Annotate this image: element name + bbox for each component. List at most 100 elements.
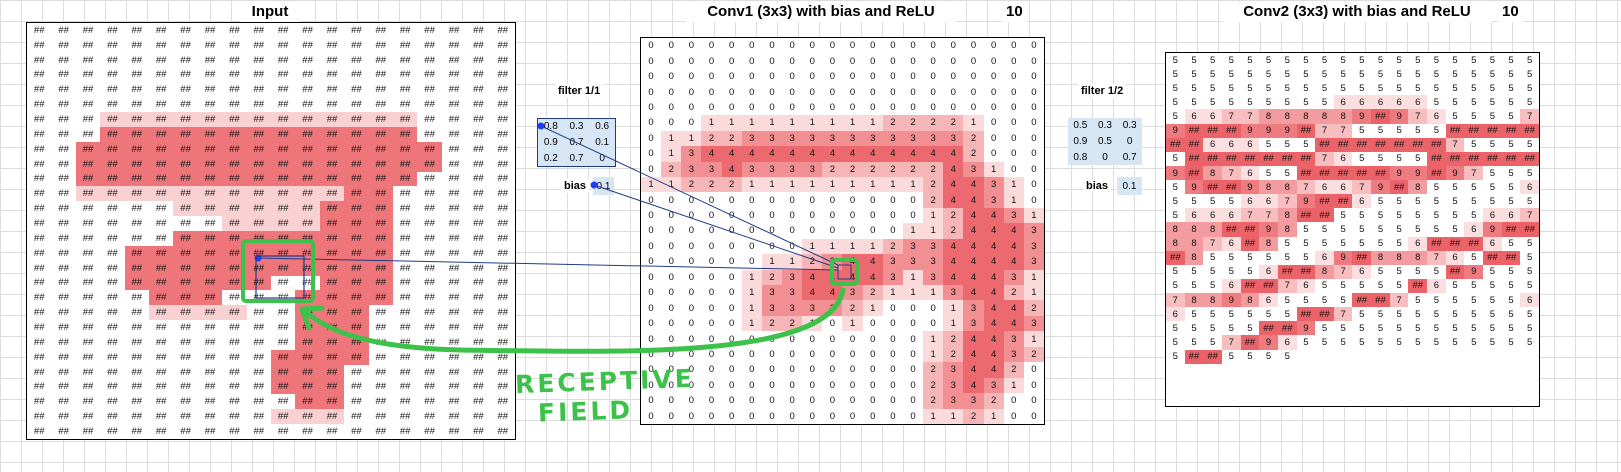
conv1-cell: 3 <box>963 161 984 177</box>
conv1-cell: 1 <box>782 254 803 270</box>
conv2-cell: 5 <box>1321 294 1328 306</box>
conv2-cell: 5 <box>1527 280 1533 292</box>
conv2-cell: 8 <box>1240 293 1260 308</box>
conv1-cell: 1 <box>741 176 762 193</box>
conv1-cell: 4 <box>963 346 984 363</box>
conv2-cell: 7 <box>1427 250 1446 265</box>
conv1-cell: 3 <box>882 254 903 270</box>
input-cell: ## <box>155 99 167 111</box>
input-cell: ## <box>497 173 509 185</box>
conv1-cell: 1 <box>782 176 803 193</box>
conv2-cell: 5 <box>1489 139 1496 151</box>
input-cell: ## <box>253 307 265 319</box>
filter2-value: 0 <box>1126 135 1133 147</box>
conv1-cell: 0 <box>708 333 715 345</box>
conv1-cell: 0 <box>1031 395 1037 407</box>
input-cell: ## <box>424 24 435 36</box>
conv1-cell: 0 <box>829 40 836 52</box>
conv1-cell: 1 <box>761 254 783 270</box>
conv1-cell: 0 <box>1011 86 1017 98</box>
input-cell: ## <box>497 39 509 51</box>
input-cell: ## <box>33 277 45 289</box>
input-cell: ## <box>344 305 369 321</box>
conv1-cell: 0 <box>849 364 856 376</box>
input-cell: ## <box>33 188 45 200</box>
conv1-cell: 4 <box>943 176 964 193</box>
input-cell: ## <box>229 84 240 96</box>
input-cell: ## <box>58 158 69 170</box>
conv2-cell: 5 <box>1415 153 1421 165</box>
conv1-cell: 0 <box>870 349 876 361</box>
conv1-cell: 4 <box>983 331 1004 347</box>
conv2-cell: 5 <box>1452 195 1458 207</box>
input-cell: ## <box>33 84 45 96</box>
conv1-cell: 0 <box>729 71 735 83</box>
input-cell: ## <box>448 322 460 334</box>
input-cell: ## <box>107 366 118 378</box>
input-cell: ## <box>173 290 198 306</box>
conv2-cell: 5 <box>1527 308 1533 320</box>
conv2-cell: 6 <box>1240 137 1260 152</box>
input-cell: ## <box>295 305 320 321</box>
conv1-cell: 0 <box>708 410 715 422</box>
conv2-cell: ## <box>1184 123 1204 138</box>
input-cell: ## <box>131 232 143 244</box>
conv1-cell: 4 <box>822 269 843 286</box>
conv1-cell: 0 <box>1031 148 1037 160</box>
input-cell: ## <box>82 262 94 274</box>
conv1-cell: 4 <box>822 146 843 162</box>
conv2-cell: 5 <box>1209 280 1216 292</box>
conv1-cell: 0 <box>849 379 856 391</box>
conv1-cell: 3 <box>802 161 823 177</box>
conv1-cell: 0 <box>688 55 695 67</box>
input-cell: ## <box>180 24 191 36</box>
conv2-cell: 6 <box>1315 250 1334 265</box>
input-cell: ## <box>33 411 45 423</box>
conv1-cell: 0 <box>890 55 896 67</box>
conv2-cell: 5 <box>1508 322 1514 334</box>
conv2-cell: 7 <box>1277 278 1297 294</box>
conv2-cell: 5 <box>1228 322 1234 334</box>
conv2-cell: 5 <box>1452 181 1458 193</box>
input-cell: ## <box>295 245 320 261</box>
conv2-cell: 5 <box>1433 96 1440 108</box>
conv1-cell: 0 <box>870 318 876 330</box>
conv2-cell: 5 <box>1321 68 1328 80</box>
input-cell: ## <box>270 126 296 142</box>
conv2-cell: 8 <box>1184 222 1204 237</box>
conv2-cell: ## <box>1408 137 1428 152</box>
input-cell: ## <box>131 307 143 319</box>
conv2-cell: 9 <box>1333 250 1353 265</box>
input-cell: ## <box>107 411 118 423</box>
conv2-cell: 5 <box>1321 54 1328 66</box>
conv1-cell: 4 <box>983 315 1004 332</box>
conv1-cell: 0 <box>870 194 876 206</box>
input-cell: ## <box>277 426 289 438</box>
input-cell: ## <box>155 351 167 363</box>
conv2-cell: 6 <box>1371 95 1390 110</box>
input-cell: ## <box>497 366 509 378</box>
conv2-cell: 5 <box>1247 266 1253 278</box>
input-cell: ## <box>448 114 460 126</box>
conv2-cell: 5 <box>1508 238 1514 250</box>
conv1-cell: 0 <box>870 225 876 237</box>
conv1-cell: 0 <box>829 86 836 98</box>
conv2-cell: 5 <box>1527 238 1533 250</box>
conv2-cell: 5 <box>1471 195 1477 207</box>
input-cell: ## <box>100 171 125 187</box>
conv1-cell: 0 <box>950 101 956 113</box>
conv1-cell: 0 <box>648 148 654 160</box>
conv2-cell: 5 <box>1396 238 1402 250</box>
conv2-cell: ## <box>1445 264 1465 279</box>
conv1-cell: 0 <box>688 71 695 83</box>
conv1-cell: 0 <box>749 410 755 422</box>
conv2-cell: 5 <box>1191 68 1197 80</box>
conv2-cell: 6 <box>1333 151 1353 166</box>
input-cell: ## <box>155 218 167 230</box>
input-cell: ## <box>229 54 240 66</box>
input-cell: ## <box>497 381 509 393</box>
input-cell: ## <box>222 216 247 231</box>
input-cell: ## <box>148 141 174 157</box>
conv1-cell: 0 <box>708 302 715 314</box>
conv1-cell: 2 <box>943 223 964 239</box>
